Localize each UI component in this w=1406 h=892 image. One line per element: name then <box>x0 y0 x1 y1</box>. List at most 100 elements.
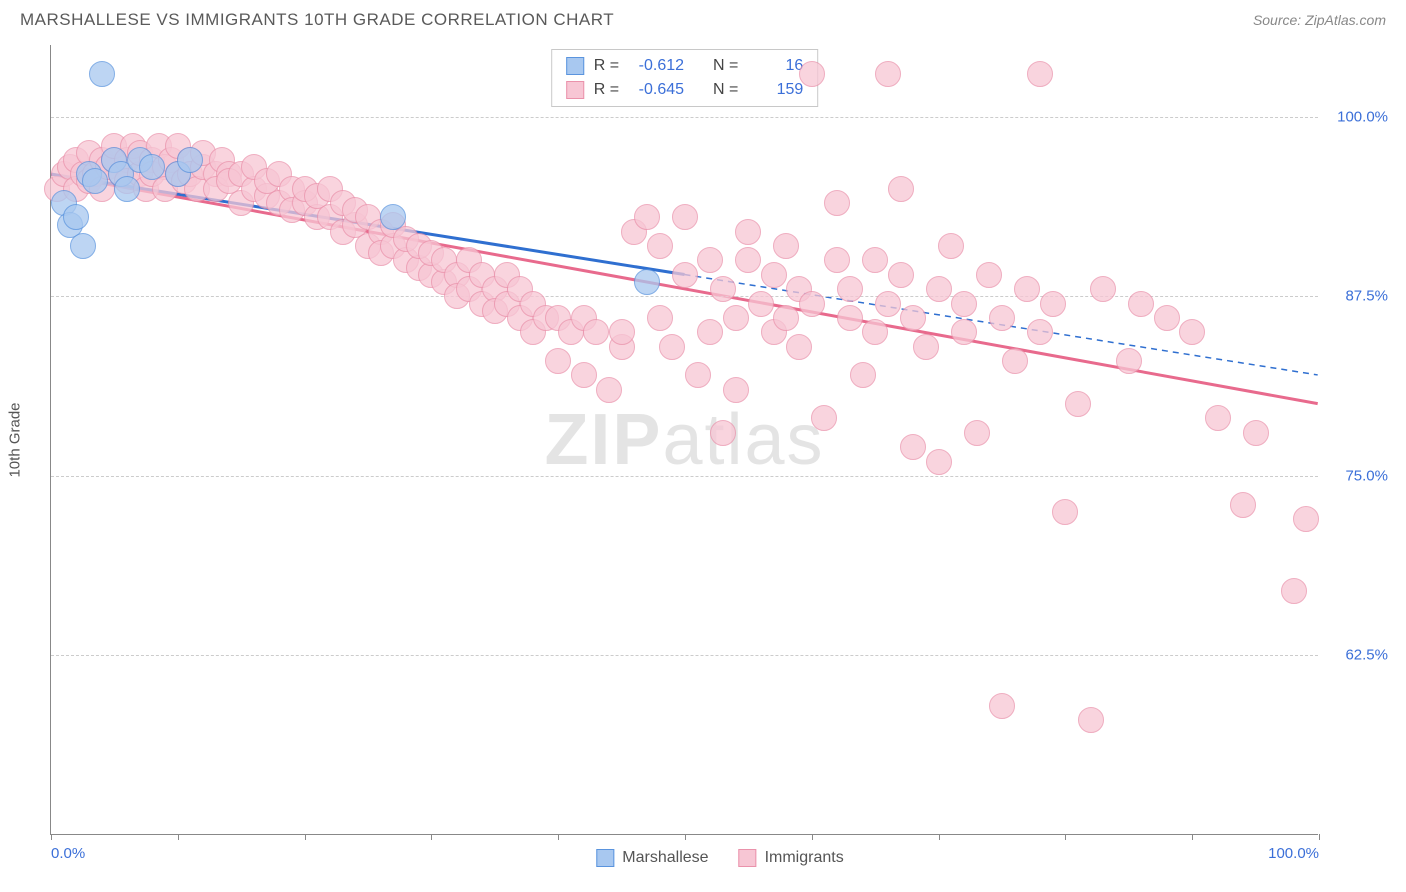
watermark: ZIPatlas <box>544 399 824 481</box>
immigrants-point <box>571 362 597 388</box>
xtick <box>685 834 686 840</box>
source-label: Source: ZipAtlas.com <box>1253 12 1386 28</box>
immigrants-point <box>888 262 914 288</box>
marshallese-point <box>63 204 89 230</box>
immigrants-point <box>900 305 926 331</box>
gridline <box>51 117 1318 118</box>
immigrants-point <box>1230 492 1256 518</box>
immigrants-point <box>685 362 711 388</box>
marshallese-n: 16 <box>748 54 803 78</box>
immigrants-point <box>1154 305 1180 331</box>
marshallese-point <box>70 233 96 259</box>
immigrants-point <box>659 334 685 360</box>
immigrants-legend-swatch <box>739 849 757 867</box>
immigrants-point <box>647 233 673 259</box>
immigrants-point <box>862 247 888 273</box>
gridline <box>51 476 1318 477</box>
legend-immigrants: Immigrants <box>739 849 844 867</box>
y-axis-label: 10th Grade <box>7 402 24 477</box>
immigrants-point <box>862 319 888 345</box>
immigrants-point <box>1243 420 1269 446</box>
immigrants-point <box>583 319 609 345</box>
immigrants-point <box>710 276 736 302</box>
ytick-label: 87.5% <box>1345 288 1388 305</box>
immigrants-point <box>609 319 635 345</box>
immigrants-point <box>900 434 926 460</box>
marshallese-legend-label: Marshallese <box>622 849 708 867</box>
stats-box: R = -0.612 N = 16 R = -0.645 N = 159 <box>551 49 819 107</box>
xtick <box>431 834 432 840</box>
xtick <box>939 834 940 840</box>
legend-marshallese: Marshallese <box>596 849 708 867</box>
immigrants-point <box>1205 405 1231 431</box>
immigrants-point <box>596 377 622 403</box>
xtick <box>1319 834 1320 840</box>
immigrants-point <box>926 449 952 475</box>
xtick <box>812 834 813 840</box>
immigrants-point <box>976 262 1002 288</box>
immigrants-point <box>1040 291 1066 317</box>
immigrants-point <box>761 262 787 288</box>
immigrants-point <box>913 334 939 360</box>
immigrants-point <box>875 61 901 87</box>
immigrants-point <box>773 233 799 259</box>
immigrants-point <box>647 305 673 331</box>
immigrants-point <box>697 247 723 273</box>
immigrants-point <box>926 276 952 302</box>
immigrants-r: -0.645 <box>629 78 684 102</box>
plot-area: ZIPatlas R = -0.612 N = 16 R = -0.645 N … <box>50 45 1318 835</box>
gridline <box>51 296 1318 297</box>
immigrants-point <box>773 305 799 331</box>
marshallese-point <box>380 204 406 230</box>
immigrants-point <box>672 262 698 288</box>
immigrants-point <box>1027 61 1053 87</box>
marshallese-point <box>177 147 203 173</box>
xtick <box>558 834 559 840</box>
immigrants-point <box>735 247 761 273</box>
immigrants-point <box>1052 499 1078 525</box>
immigrants-point <box>1002 348 1028 374</box>
immigrants-point <box>824 190 850 216</box>
xtick <box>51 834 52 840</box>
immigrants-point <box>786 334 812 360</box>
immigrants-point <box>1014 276 1040 302</box>
immigrants-point <box>875 291 901 317</box>
immigrants-point <box>811 405 837 431</box>
immigrants-point <box>1293 506 1319 532</box>
stats-row-immigrants: R = -0.645 N = 159 <box>566 78 804 102</box>
xtick <box>1065 834 1066 840</box>
immigrants-point <box>1116 348 1142 374</box>
marshallese-swatch <box>566 57 584 75</box>
immigrants-point <box>723 377 749 403</box>
immigrants-point <box>1078 707 1104 733</box>
immigrants-point <box>989 305 1015 331</box>
ytick-label: 100.0% <box>1337 108 1388 125</box>
marshallese-point <box>89 61 115 87</box>
immigrants-swatch <box>566 81 584 99</box>
immigrants-point <box>1281 578 1307 604</box>
marshallese-point <box>139 154 165 180</box>
marshallese-legend-swatch <box>596 849 614 867</box>
immigrants-point <box>837 276 863 302</box>
immigrants-point <box>837 305 863 331</box>
immigrants-point <box>697 319 723 345</box>
immigrants-point <box>634 204 660 230</box>
immigrants-legend-label: Immigrants <box>765 849 844 867</box>
immigrants-point <box>672 204 698 230</box>
immigrants-point <box>545 348 571 374</box>
stats-row-marshallese: R = -0.612 N = 16 <box>566 54 804 78</box>
xtick <box>1192 834 1193 840</box>
gridline <box>51 655 1318 656</box>
immigrants-point <box>1065 391 1091 417</box>
xtick-label: 0.0% <box>51 845 85 862</box>
immigrants-point <box>1027 319 1053 345</box>
chart-container: 10th Grade ZIPatlas R = -0.612 N = 16 R … <box>50 45 1390 835</box>
immigrants-point <box>951 291 977 317</box>
ytick-label: 75.0% <box>1345 467 1388 484</box>
marshallese-r: -0.612 <box>629 54 684 78</box>
immigrants-point <box>748 291 774 317</box>
immigrants-point <box>1090 276 1116 302</box>
immigrants-point <box>1179 319 1205 345</box>
xtick <box>178 834 179 840</box>
immigrants-point <box>710 420 736 446</box>
